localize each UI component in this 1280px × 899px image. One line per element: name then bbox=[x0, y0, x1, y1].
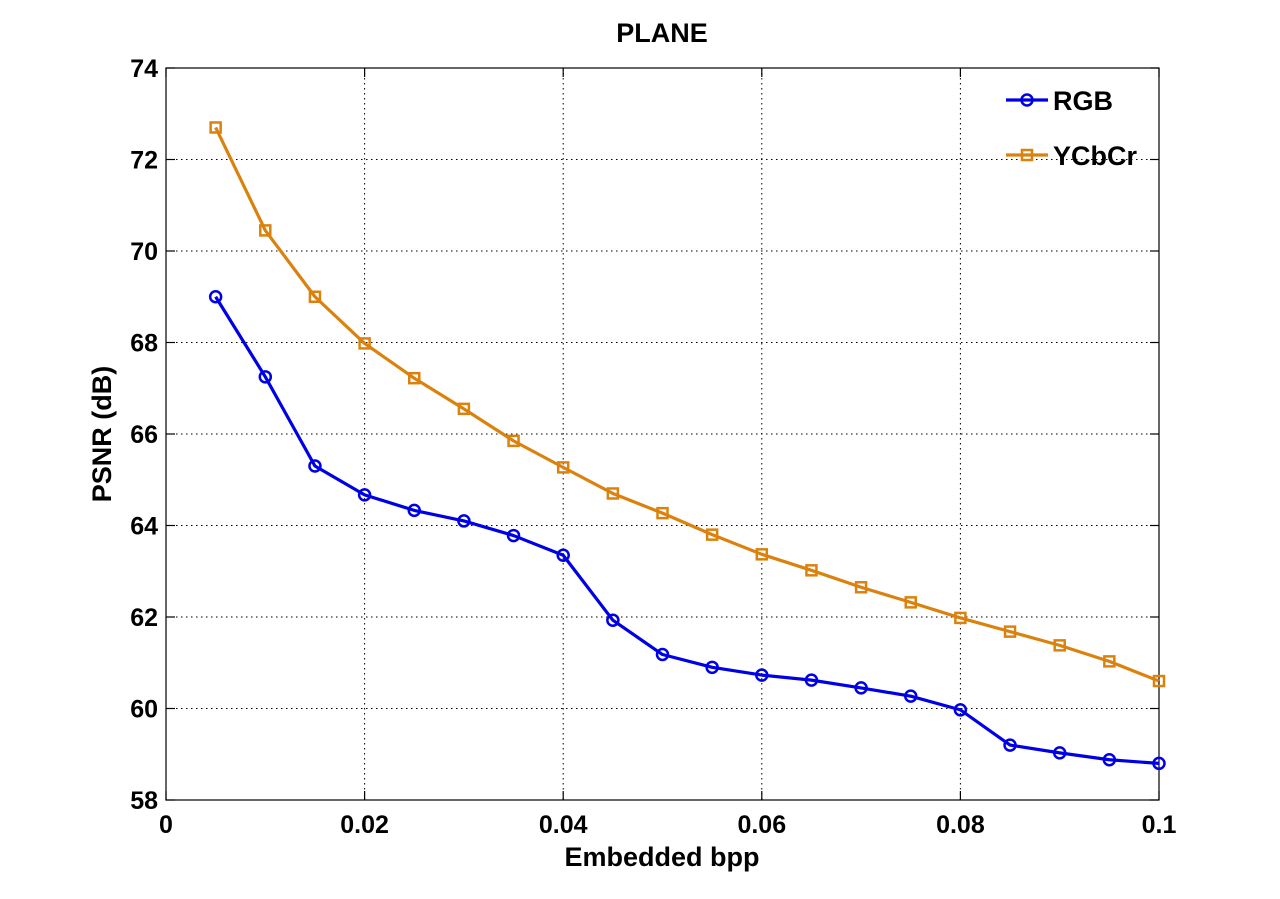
legend-entry-ycbcr: YCbCr bbox=[1006, 141, 1137, 171]
rgb-data-point bbox=[755, 668, 769, 682]
x-tick-label: 0.02 bbox=[340, 811, 389, 839]
rgb-data-point bbox=[556, 548, 570, 562]
rgb-data-point bbox=[258, 370, 273, 384]
x-tick-label: 0.06 bbox=[737, 811, 786, 839]
ycbcr-data-point bbox=[308, 290, 322, 303]
x-tick-label: 0.1 bbox=[1142, 811, 1177, 839]
x-tick-label: 0 bbox=[159, 811, 173, 839]
ycbcr-data-point bbox=[805, 564, 818, 577]
rgb-data-point bbox=[1003, 738, 1017, 752]
ycbcr-data-point bbox=[755, 548, 769, 561]
ycbcr-series bbox=[209, 121, 1166, 688]
legend: RGB YCbCr bbox=[1006, 86, 1137, 171]
ycbcr-data-point bbox=[656, 506, 669, 520]
ycbcr-data-point bbox=[259, 224, 272, 237]
y-tick-label: 60 bbox=[130, 696, 158, 724]
ycbcr-data-point bbox=[854, 581, 868, 594]
legend-label-ycbcr: YCbCr bbox=[1053, 141, 1137, 171]
rgb-data-point bbox=[953, 703, 968, 717]
grid-lines bbox=[166, 68, 1159, 800]
y-tick-label: 74 bbox=[130, 55, 158, 83]
rgb-data-point bbox=[506, 528, 521, 543]
ycbcr-data-point bbox=[556, 461, 570, 474]
rgb-series-line bbox=[214, 295, 1160, 765]
chart-title: PLANE bbox=[616, 18, 708, 48]
rgb-data-point bbox=[705, 660, 719, 675]
y-tick-label: 72 bbox=[130, 147, 158, 175]
legend-marker-rgb bbox=[1020, 93, 1034, 107]
ycbcr-data-point bbox=[1003, 625, 1017, 638]
ycbcr-data-point bbox=[209, 121, 222, 134]
ycbcr-data-point bbox=[606, 487, 620, 500]
rgb-data-point bbox=[804, 673, 819, 687]
ycbcr-data-point bbox=[904, 596, 917, 609]
x-axis-label: Embedded bpp bbox=[565, 842, 760, 872]
y-tick-label: 64 bbox=[130, 513, 158, 541]
rgb-data-point bbox=[606, 613, 620, 627]
ycbcr-data-point bbox=[457, 402, 471, 416]
ycbcr-data-point bbox=[1152, 674, 1166, 688]
y-tick-label: 58 bbox=[130, 787, 158, 815]
rgb-data-point bbox=[655, 647, 670, 662]
y-tick-label: 62 bbox=[130, 604, 158, 632]
x-tick-label: 0.04 bbox=[539, 811, 588, 839]
ycbcr-data-point bbox=[705, 528, 719, 541]
ycbcr-data-point bbox=[954, 611, 967, 625]
ycbcr-series-line bbox=[214, 126, 1160, 683]
y-axis-label: PSNR (dB) bbox=[87, 366, 117, 503]
data-series bbox=[208, 121, 1166, 771]
y-tick-label: 66 bbox=[130, 421, 158, 449]
ycbcr-data-point bbox=[1103, 655, 1116, 668]
legend-entry-rgb: RGB bbox=[1006, 86, 1113, 116]
y-tick-label: 68 bbox=[130, 330, 158, 358]
ycbcr-data-point bbox=[358, 337, 371, 350]
ycbcr-data-point bbox=[507, 434, 520, 448]
rgb-data-point bbox=[457, 514, 471, 528]
ycbcr-data-point bbox=[1053, 639, 1066, 652]
rgb-data-point bbox=[1052, 746, 1067, 760]
rgb-data-point bbox=[208, 290, 223, 304]
y-tick-label: 70 bbox=[130, 238, 158, 266]
rgb-series bbox=[208, 290, 1166, 771]
rgb-data-point bbox=[1102, 752, 1117, 767]
legend-label-rgb: RGB bbox=[1053, 86, 1113, 116]
rgb-data-point bbox=[308, 459, 322, 473]
rgb-data-point bbox=[407, 503, 421, 518]
x-tick-label: 0.08 bbox=[936, 811, 985, 839]
rgb-data-point bbox=[357, 488, 372, 502]
rgb-data-point bbox=[854, 681, 868, 695]
rgb-data-point bbox=[1152, 756, 1166, 771]
ycbcr-data-point bbox=[408, 371, 421, 385]
legend-marker-ycbcr bbox=[1020, 148, 1034, 162]
rgb-data-point bbox=[904, 689, 918, 703]
axis-ticks: 0 0.02 0.04 0.06 0.08 0.1 58 60 62 64 66 68 70 72 74 bbox=[130, 55, 1176, 839]
